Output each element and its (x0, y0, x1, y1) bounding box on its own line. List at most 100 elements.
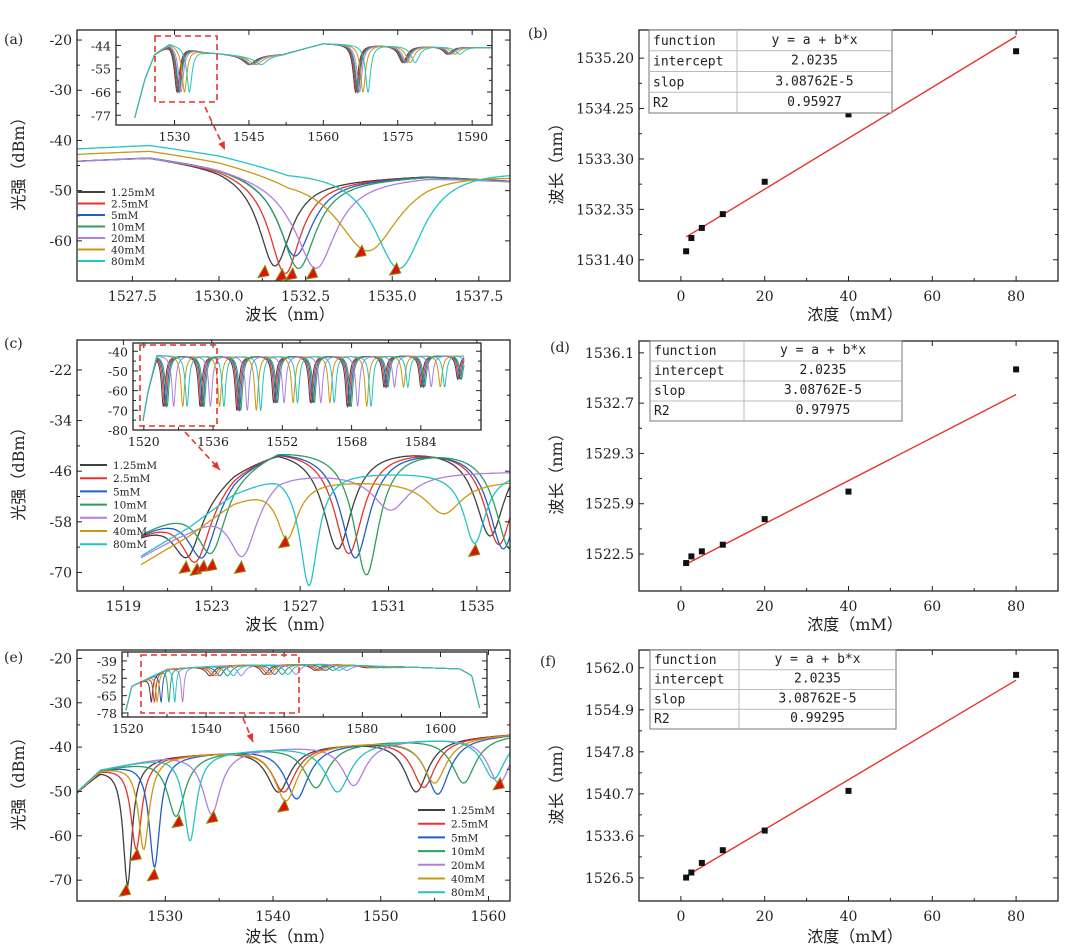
dip-marker (274, 267, 288, 281)
panel-a: (a) 波长（nm） 光强（dBm） 1527.5 1530.0 1532.5 1535.0… (4, 29, 511, 324)
legend-entry: 40mM (113, 526, 147, 538)
inset-axis-ytick-label: -65 (97, 689, 117, 704)
data-point (1013, 48, 1020, 55)
main-plot-area (77, 734, 510, 897)
inset-axis-ytick-label: -52 (97, 671, 117, 686)
dip-marker (467, 543, 481, 558)
data-point (845, 111, 852, 118)
fit-table-value: 3.08762E-5 (775, 74, 853, 89)
axis-xtick-label: 0 (676, 909, 685, 925)
dip-marker (284, 266, 298, 281)
legend-entry: 2.5mM (111, 199, 149, 211)
dip-marker (492, 776, 505, 791)
fit-table-key: function (654, 653, 717, 668)
dip-marker (118, 883, 132, 897)
data-point (683, 248, 690, 255)
zoom-arrow-head (211, 461, 220, 470)
legend-entry: 5mM (451, 832, 479, 844)
x-axis-label: 浓度（mM） (807, 927, 903, 946)
series-line-20mM (140, 472, 510, 559)
main-axis-ytick-label: -50 (49, 784, 72, 800)
fit-table-value: 0.95927 (787, 95, 842, 110)
inset-axis-xtick-label: 1545 (233, 129, 265, 144)
panel-b: (b) 浓度（mM） 波长（nm） 0 20 40 60 80 1531.40 1532.35 15… (528, 26, 1059, 324)
fit-table: function y = a + b*x intercept 2.0235 slop 3.… (649, 649, 897, 730)
inset-axis-ytick-label: -60 (108, 384, 128, 399)
inset-axis-xtick-label: 1580 (346, 721, 378, 736)
inset-axis-xtick-label: 1575 (382, 129, 414, 144)
axis-xtick-label: 40 (840, 909, 858, 925)
inset-axis-xtick-label: 1536 (197, 434, 229, 449)
main-axis-xtick-label: 1537.5 (454, 289, 503, 305)
zoom-arrow (184, 431, 221, 471)
axis-ytick-label: 1540.7 (585, 787, 634, 803)
inset-axis-xtick-label: 1560 (307, 129, 339, 144)
main-plot-area (77, 144, 510, 281)
legend-entry: 20mM (113, 513, 147, 525)
inset-axis-ytick-label: -70 (108, 403, 128, 418)
series-line-5mM (140, 454, 510, 559)
main-plot-area (140, 453, 510, 587)
inset-series-line-80mM (125, 663, 481, 711)
axis-xtick-label: 60 (923, 909, 941, 925)
data-point (1013, 366, 1020, 373)
panel-label: (a) (4, 32, 23, 48)
fit-table-value: 2.0235 (791, 54, 838, 69)
axis-xtick-label: 40 (840, 289, 858, 305)
main-axis-ytick-label: -50 (49, 184, 72, 200)
axis-ytick-label: 1533.30 (576, 152, 634, 168)
inset-axis-ytick-label: -39 (97, 654, 117, 669)
legend-entry: 40mM (451, 874, 485, 886)
main-axis-ytick-label: -20 (49, 651, 72, 667)
axis-xtick-label: 60 (923, 289, 941, 305)
legend-entry: 5mM (113, 486, 141, 498)
y-axis-label: 光强（dBm） (9, 729, 28, 830)
data-point (761, 178, 768, 185)
axis-ytick-label: 1526.5 (585, 871, 634, 887)
panel-label: (b) (528, 26, 548, 42)
panel-label: (f) (540, 654, 556, 670)
main-axis-ytick-label: -60 (49, 829, 72, 845)
series-line-1.25mM (77, 734, 510, 887)
axis-ytick-label: 1529.3 (585, 446, 634, 462)
fit-table-key: intercept (654, 673, 724, 688)
main-axis-xtick-label: 1532.5 (281, 289, 330, 305)
fit-table-key: slop (654, 692, 685, 707)
inset-axis-frame (115, 29, 493, 126)
panel-f: (f) 浓度（mM） 波长（nm） 0 20 40 60 80 1526.5 1533.6 1540… (540, 649, 1059, 946)
legend-entry: 1.25mM (451, 805, 495, 817)
inset-axis-ytick-label: -55 (91, 62, 111, 77)
series-line-1.25mM (140, 455, 510, 559)
data-point (761, 516, 768, 523)
main-axis-frame (76, 339, 511, 592)
main-axis-frame (76, 649, 511, 902)
data-point (761, 827, 768, 834)
inset-axis-xtick-label: 1568 (336, 434, 368, 449)
fit-table-value: 3.08762E-5 (778, 691, 856, 706)
legend-entry: 40mM (111, 245, 145, 257)
inset-axis-frame (121, 651, 488, 718)
inset-series-line-40mM (142, 355, 465, 421)
main-axis-xtick-label: 1519 (106, 599, 142, 615)
inset-axis-xtick-label: 1540 (190, 721, 222, 736)
fit-table-key: function (654, 344, 717, 359)
dip-marker (257, 264, 270, 279)
main-axis-xtick-label: 1560 (471, 909, 507, 925)
x-axis-label: 波长（nm） (245, 615, 334, 634)
inset-series-line-80mM (142, 355, 465, 421)
inset-axis-xtick-label: 1520 (112, 721, 144, 736)
legend-entry: 80mM (113, 539, 147, 551)
legend-entry: 1.25mM (113, 460, 157, 472)
main-axis-xtick-label: 1527.5 (108, 289, 157, 305)
data-point (1013, 671, 1020, 678)
inset-plot-area (134, 43, 492, 118)
dip-marker (178, 560, 191, 574)
fit-line (685, 679, 1017, 877)
dip-marker (354, 244, 367, 259)
legend-entry: 2.5mM (451, 819, 489, 831)
fit-table-value: 2.0235 (800, 363, 847, 378)
fit-table-value: y = a + b*x (774, 652, 860, 667)
